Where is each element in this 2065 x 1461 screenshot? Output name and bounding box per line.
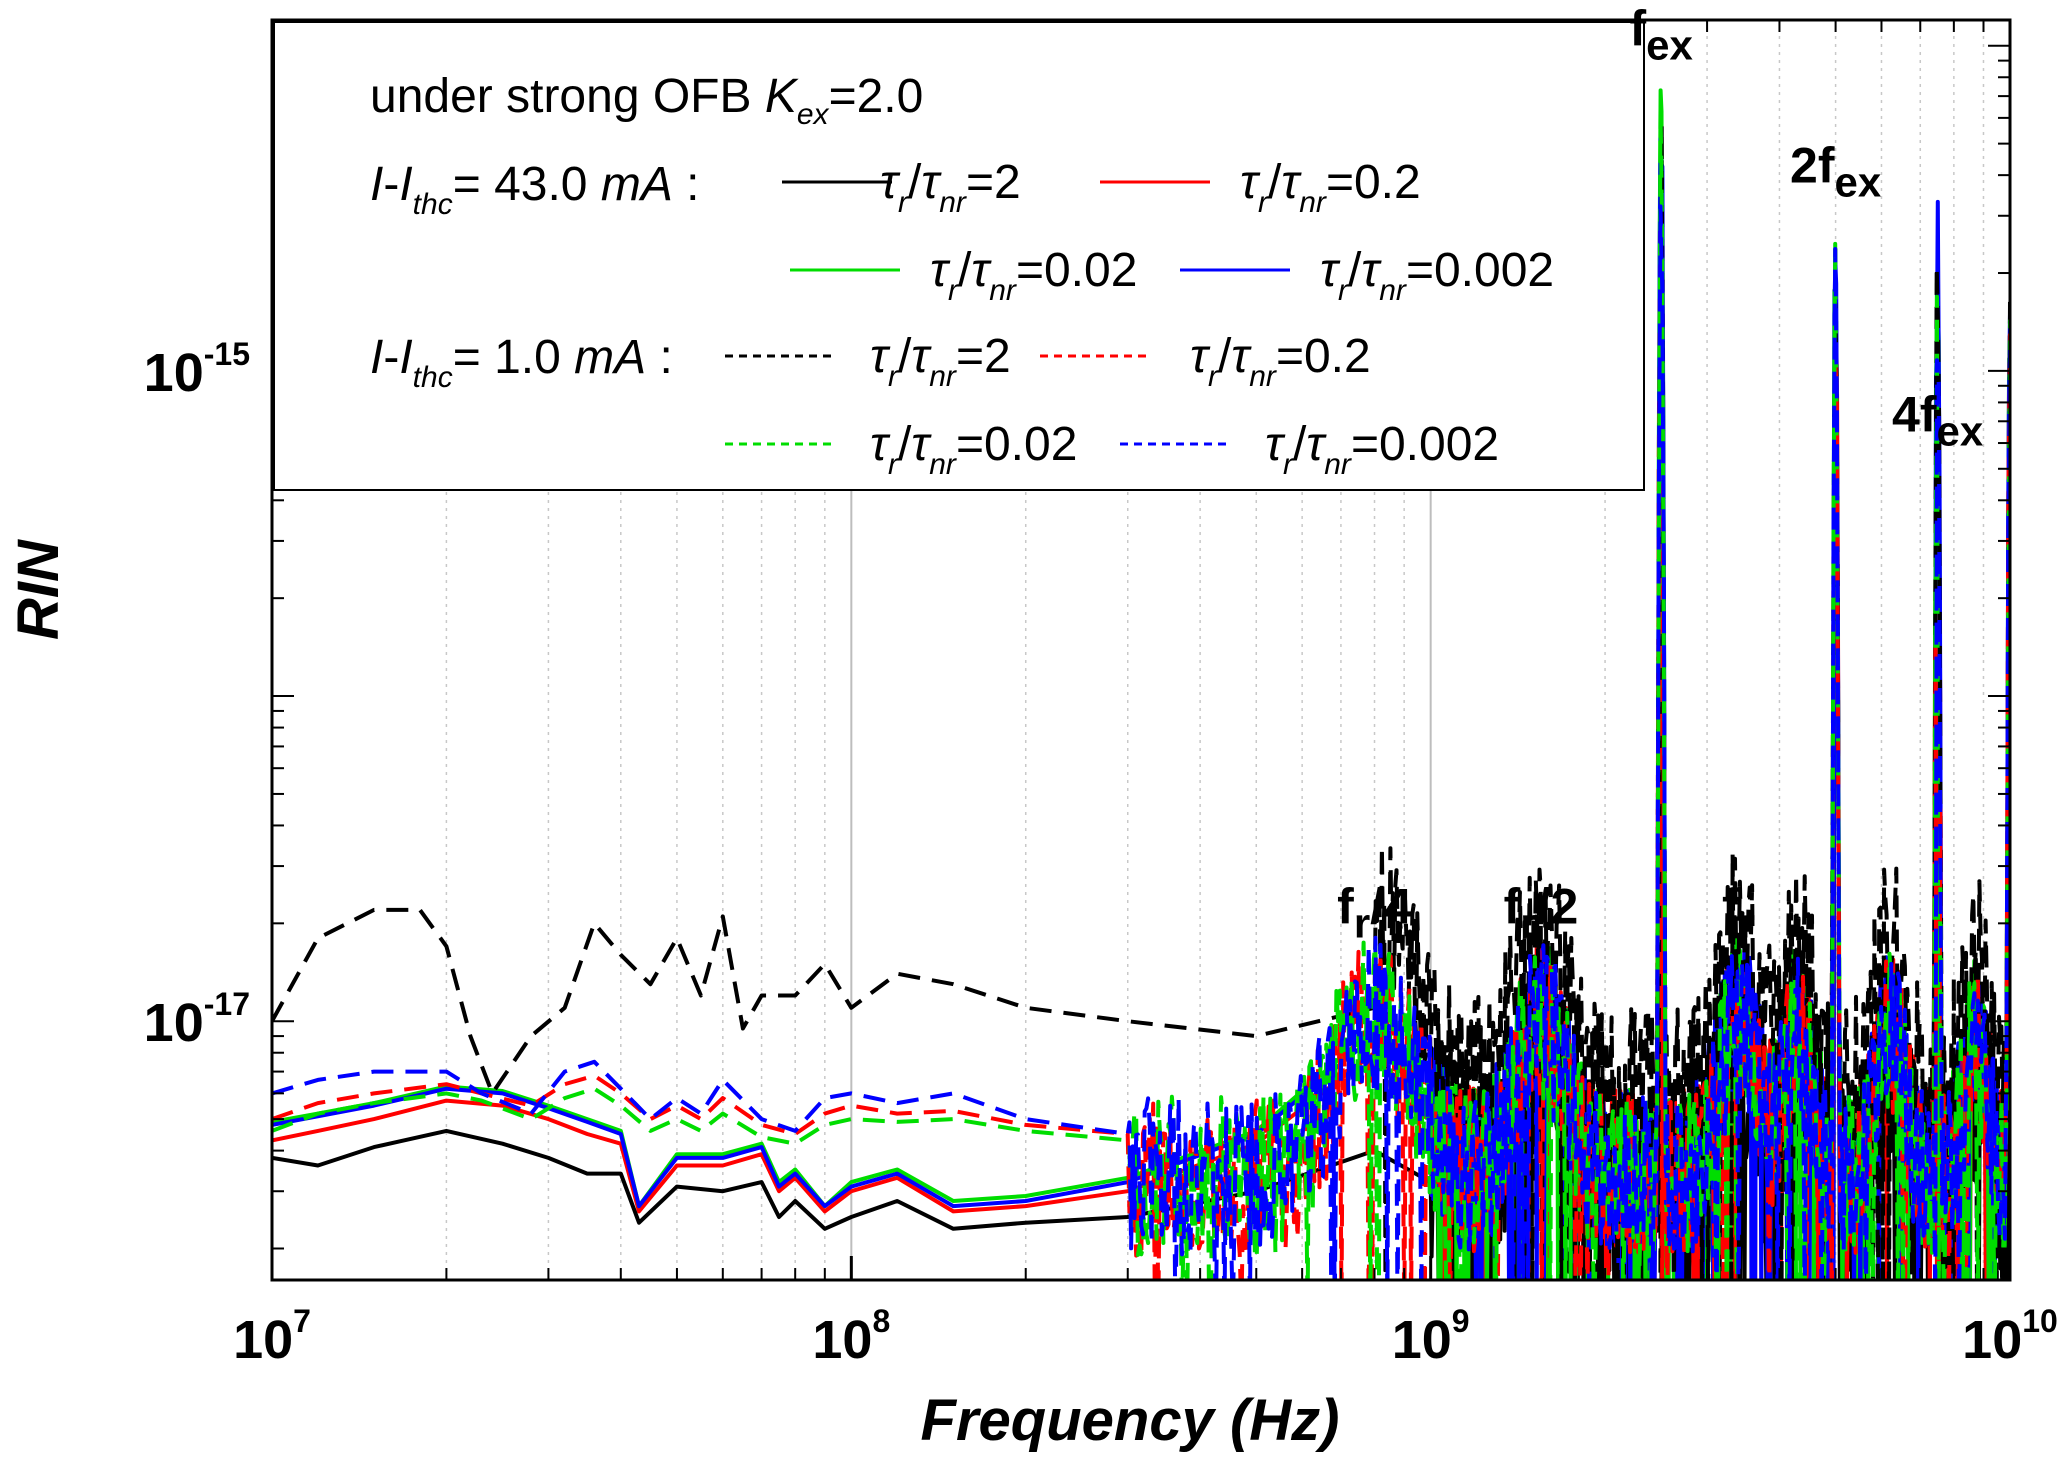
legend-header: under strong OFB Kex=2.0 [370,70,923,131]
y-axis-title: RIN [6,539,71,640]
series-line-7 [272,204,2010,1280]
legend-label-4: τr/τnr=2 [870,330,1011,393]
annotation-5: fr [1722,878,1755,946]
legend-group1-label: I-Ithc= 43.0 mA : [370,158,700,221]
peak-annotations: fex 2fex 4fex fr/4 fr/2 fr [1337,1,1984,947]
series-group [272,88,2010,1280]
series-line-6 [272,106,2010,1280]
legend-label-2: τr/τnr=0.02 [930,244,1137,307]
legend-header-k-sub: ex [797,98,830,131]
legend-header-k: K [765,70,799,123]
x-tick-label: 109 [1392,1303,1470,1370]
x-tick-label: 107 [233,1303,311,1370]
legend-group2-label: I-Ithc= 1.0 mA : [370,331,673,394]
annotation-3: fr/4 [1337,878,1412,946]
legend-label-1: τr/τnr=0.2 [1240,156,1421,219]
axis-ticks: 107 108 109 1010 10-15 10-17 [144,20,2058,1370]
legend-header-suffix: =2.0 [829,70,924,123]
legend-label-3: τr/τnr=0.002 [1320,244,1554,307]
annotation-4: fr/2 [1504,878,1579,946]
annotation-2: 4fex [1892,387,1984,455]
legend-label-5: τr/τnr=0.2 [1190,330,1371,393]
legend-header-prefix: under strong OFB [370,70,765,123]
legend: under strong OFB Kex=2.0 I-Ithc= 43.0 mA… [273,21,1645,491]
annotation-0: fex [1630,1,1694,69]
plot-frame [270,18,2012,1282]
x-tick-label: 1010 [1962,1303,2058,1370]
legend-entries: τr/τnr=2 τr/τnr=0.2 τr/τnr=0.02 τr/τnr=0.00… [725,156,1554,481]
y-tick-label: 10-15 [144,336,250,403]
legend-label-6: τr/τnr=0.02 [870,418,1077,481]
annotation-1: 2fex [1790,137,1882,205]
x-axis-title: Frequency (Hz) [921,1388,1340,1453]
y-tick-label: 10-17 [144,986,250,1053]
legend-label-0: τr/τnr=2 [880,156,1021,219]
x-tick-label: 108 [812,1303,890,1370]
legend-label-7: τr/τnr=0.002 [1265,418,1499,481]
legend-box [273,21,1645,491]
